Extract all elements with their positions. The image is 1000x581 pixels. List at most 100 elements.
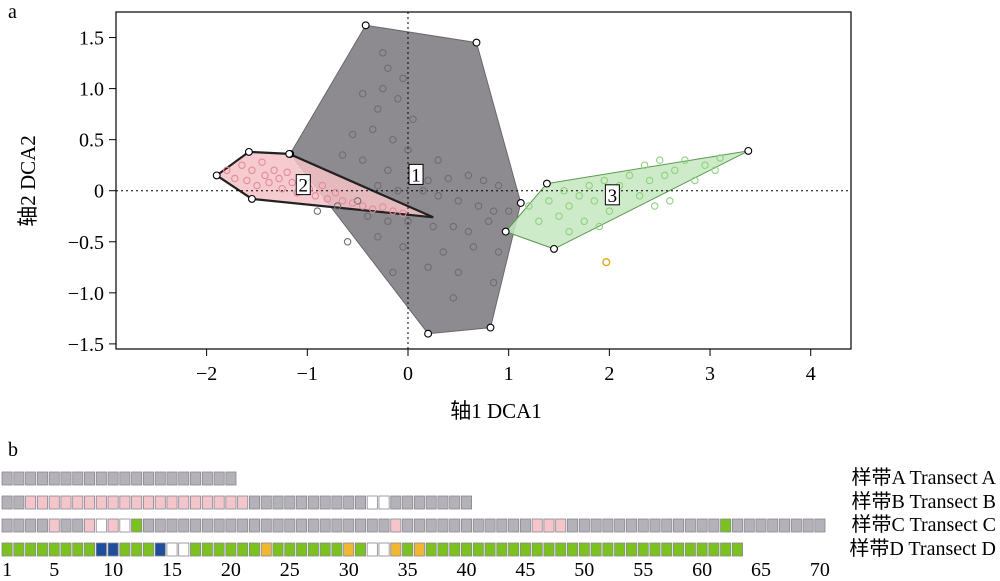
transect-cell xyxy=(107,518,119,533)
point-group-1 xyxy=(494,248,503,256)
transect-cell xyxy=(567,518,579,533)
point-group-1 xyxy=(449,222,458,231)
point-group-1 xyxy=(313,207,322,215)
plot-frame xyxy=(115,11,852,350)
x-tick-label: −1 xyxy=(297,363,318,385)
transect-cell xyxy=(36,471,48,486)
transect-cell xyxy=(708,542,720,557)
point-group-2 xyxy=(275,174,283,183)
point-group-1 xyxy=(379,84,387,93)
transect-cell xyxy=(190,518,202,533)
transect-cell xyxy=(461,518,473,533)
transect-cell xyxy=(637,518,649,533)
transect-cell xyxy=(36,542,48,557)
transect-cell xyxy=(614,542,626,557)
transect-cell xyxy=(366,495,378,510)
y-tick-label: 1.0 xyxy=(79,79,104,101)
point-group-3 xyxy=(535,217,543,226)
transect-cell xyxy=(402,495,414,510)
point-group-3 xyxy=(660,171,669,180)
transect-cell xyxy=(402,518,414,533)
point-group-1 xyxy=(439,248,447,256)
point-group-3 xyxy=(681,156,689,164)
transect-cell xyxy=(296,542,308,557)
transect-cell xyxy=(720,518,732,533)
transect-cell xyxy=(661,542,673,557)
transect-cell xyxy=(237,542,249,557)
transect-cell xyxy=(755,518,767,533)
transect-cell xyxy=(13,542,25,557)
transect-cell xyxy=(84,495,96,510)
transect-cell xyxy=(708,518,720,533)
hull-vertex-group-1 xyxy=(486,323,495,332)
transect-cell xyxy=(343,518,355,533)
transect-cell xyxy=(201,518,213,533)
y-axis: −1.5 −1.0 −0.5 0 0.5 1.0 1.5 xyxy=(68,28,116,356)
point-group-1 xyxy=(389,135,397,144)
transect-cell xyxy=(107,471,119,486)
point-group-1 xyxy=(404,146,412,154)
point-group-1 xyxy=(394,186,402,195)
point-group-2 xyxy=(338,197,347,205)
transect-cell xyxy=(60,495,72,510)
transect-cell xyxy=(1,518,13,533)
transect-x-axis: 1 5 10 15 20 25 30 35 40 45 50 55 60 65 70 xyxy=(2,559,830,581)
transect-cell xyxy=(449,495,461,510)
transect-cell xyxy=(814,518,826,533)
transect-cell xyxy=(508,518,520,533)
transect-cell xyxy=(684,542,696,557)
transect-cell xyxy=(13,518,25,533)
transect-cell xyxy=(390,518,402,533)
transect-cell xyxy=(36,495,48,510)
transect-cell xyxy=(331,542,343,557)
transect-cell xyxy=(496,518,508,533)
point-group-2 xyxy=(261,171,269,180)
panel-b-letter: b xyxy=(8,439,18,461)
transect-cell xyxy=(213,518,225,533)
transect-cell xyxy=(343,495,355,510)
transect-cell xyxy=(413,542,425,557)
point-group-3 xyxy=(716,154,724,162)
transect-label: 样带A Transect A xyxy=(852,466,997,489)
transect-cell xyxy=(649,542,661,557)
transect-tick-label: 35 xyxy=(398,559,418,581)
point-group-3 xyxy=(525,202,533,210)
transect-cell xyxy=(673,542,685,557)
transect-cell xyxy=(296,518,308,533)
point-group-2 xyxy=(311,192,320,200)
outlier-point xyxy=(602,258,611,267)
transect-cell xyxy=(625,518,637,533)
point-group-1 xyxy=(479,176,488,185)
transect-cell xyxy=(178,518,190,533)
point-group-1 xyxy=(424,176,432,185)
transect-cell xyxy=(319,542,331,557)
y-tick-label: 0 xyxy=(94,181,104,203)
transect-cell xyxy=(107,495,119,510)
transect-cell xyxy=(213,495,225,510)
transect-cell xyxy=(354,518,366,533)
points-layer xyxy=(212,21,753,338)
transect-cell xyxy=(25,495,37,510)
transect-cell xyxy=(178,495,190,510)
hull-label-box-1 xyxy=(408,163,424,185)
transect-cell xyxy=(790,518,802,533)
transect-cell xyxy=(142,542,154,557)
point-group-1 xyxy=(474,202,483,210)
point-group-1 xyxy=(348,130,357,139)
point-group-3 xyxy=(711,166,719,175)
transect-cell xyxy=(767,518,779,533)
transect-cell xyxy=(201,495,213,510)
transect-cell xyxy=(178,542,190,557)
transect-cell xyxy=(696,542,708,557)
point-group-1 xyxy=(338,151,347,159)
transect-cell xyxy=(154,495,166,510)
scatter-plot: 1 2 3 −2 −1 0 1 2 3 4 −1.5 −1.0 −0.5 0 0.5 1.0 1.5 xyxy=(68,11,852,385)
transect-cell xyxy=(354,542,366,557)
x-tick-label: 1 xyxy=(504,363,514,385)
hull-vertex-group-1 xyxy=(516,199,525,207)
point-group-3 xyxy=(575,192,583,200)
x-tick-label: 0 xyxy=(403,363,413,385)
hull-vertex-group-2 xyxy=(247,194,256,203)
transect-cell xyxy=(166,495,178,510)
